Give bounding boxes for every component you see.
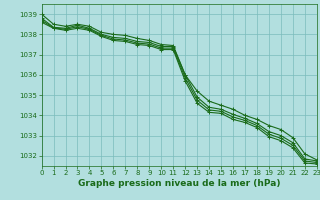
X-axis label: Graphe pression niveau de la mer (hPa): Graphe pression niveau de la mer (hPa) bbox=[78, 179, 280, 188]
